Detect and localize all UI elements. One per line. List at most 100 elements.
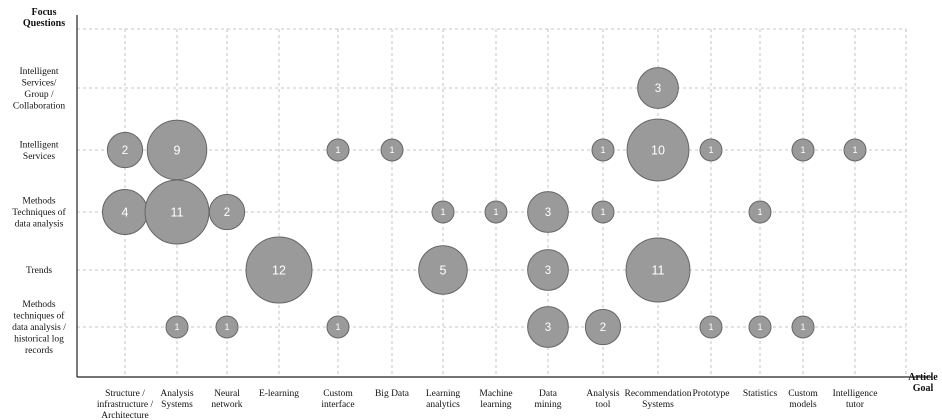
bubble-value-label: 1: [335, 145, 340, 155]
bubble-value-label: 1: [335, 322, 340, 332]
axes: [76, 15, 932, 378]
bubble-circle: [637, 67, 679, 109]
bubble: 2: [584, 308, 622, 346]
bubble-circle: [418, 245, 468, 295]
bubble-circle: [106, 131, 144, 169]
y-tick-label: Trends: [26, 266, 52, 276]
bubble-value-label: 4: [122, 206, 129, 220]
bubble-value-label: 1: [224, 322, 229, 332]
bubble-value-label: 1: [852, 145, 857, 155]
y-axis-title: Focus Questions: [23, 7, 65, 29]
x-tick-label: Intelligence tutor: [833, 389, 878, 410]
bubble: 3: [527, 306, 569, 348]
bubble: 1: [326, 138, 350, 162]
bubble-value-label: 1: [757, 322, 762, 332]
bubble-value-label: 1: [174, 322, 179, 332]
y-tick-label: Methods techniques of data analysis / histo…: [12, 300, 66, 356]
bubble: 11: [625, 237, 691, 303]
bubble: 1: [748, 315, 772, 339]
bubble-value-label: 11: [652, 264, 665, 278]
x-tick-labels: Structure / infrastructure / Architecture A…: [97, 389, 878, 420]
bubble: 1: [591, 200, 615, 224]
bubble-value-label: 1: [389, 145, 394, 155]
bubble: 9: [146, 119, 208, 181]
bubble: 4: [102, 189, 148, 235]
bubble-value-label: 1: [600, 145, 605, 155]
y-tick-label: Intelligent Services: [19, 140, 58, 162]
x-tick-label: Statistics: [743, 389, 778, 399]
bubble-circle: [748, 200, 772, 224]
bubble-value-label: 9: [174, 144, 181, 158]
x-tick-label: Analysis tool: [586, 389, 620, 410]
x-tick-label: Data mining: [535, 389, 562, 410]
bubble-value-label: 3: [545, 322, 551, 334]
x-tick-label: Custom interface: [321, 389, 354, 410]
bubble-value-label: 3: [545, 265, 551, 277]
bubble-circle: [791, 138, 815, 162]
bubble-value-label: 1: [440, 207, 445, 217]
bubble-circle: [208, 193, 246, 231]
bubble-value-label: 12: [272, 264, 286, 278]
bubble: 1: [215, 315, 239, 339]
bubble-circle: [527, 306, 569, 348]
bubbles: 32 9 1 1 1 10 1 1 14 11 2 1 1 3 1 112 5 3 111 1 1 3 2 1 1 1: [102, 67, 867, 348]
bubble: 1: [484, 200, 508, 224]
x-tick-label: Custom models: [788, 389, 818, 410]
bubble-circle: [591, 138, 615, 162]
bubble: 1: [791, 315, 815, 339]
bubble-value-label: 10: [651, 144, 665, 158]
bubble-circle: [484, 200, 508, 224]
x-tick-label: E-learning: [259, 389, 299, 399]
bubble-circle: [380, 138, 404, 162]
bubble-circle: [245, 236, 313, 304]
bubble: 1: [699, 138, 723, 162]
bubble-circle: [591, 200, 615, 224]
bubble: 11: [144, 179, 210, 245]
x-axis-title: Article Goal: [908, 372, 938, 394]
x-tick-label: Learning analytics: [426, 389, 461, 410]
bubble-circle: [791, 315, 815, 339]
bubble-value-label: 3: [655, 83, 661, 95]
bubble-value-label: 1: [800, 145, 805, 155]
bubble-value-label: 3: [545, 207, 551, 219]
bubble: 1: [431, 200, 455, 224]
x-tick-label: Machine learning: [479, 389, 512, 410]
bubble: 12: [245, 236, 313, 304]
bubble-circle: [215, 315, 239, 339]
x-tick-label: Structure / infrastructure / Architecture: [97, 389, 154, 420]
bubble-circle: [527, 191, 569, 233]
bubble: 10: [626, 118, 690, 182]
bubble-circle: [584, 308, 622, 346]
bubble-circle: [165, 315, 189, 339]
bubble-value-label: 1: [600, 207, 605, 217]
bubble: 1: [165, 315, 189, 339]
bubble: 1: [748, 200, 772, 224]
axis-titles: Focus Questions Article Goal: [23, 7, 938, 394]
bubble: 1: [843, 138, 867, 162]
bubble-circle: [625, 237, 691, 303]
bubble-value-label: 5: [440, 264, 447, 278]
x-tick-label: Recommendation Systems: [624, 389, 691, 410]
bubble-circle: [431, 200, 455, 224]
bubble: 2: [208, 193, 246, 231]
bubble-circle: [748, 315, 772, 339]
bubble-value-label: 2: [122, 145, 128, 157]
bubble: 1: [380, 138, 404, 162]
bubble-value-label: 1: [757, 207, 762, 217]
bubble-circle: [326, 138, 350, 162]
bubble: 3: [527, 249, 569, 291]
y-tick-label: Intelligent Services/Group / Collaboration: [13, 67, 65, 112]
bubble: 1: [326, 315, 350, 339]
x-tick-label: Big Data: [375, 389, 410, 399]
bubble: 5: [418, 245, 468, 295]
bubble-circle: [326, 315, 350, 339]
bubble: 1: [699, 315, 723, 339]
bubble-value-label: 2: [224, 207, 230, 219]
bubble-value-label: 1: [708, 322, 713, 332]
bubble: 1: [791, 138, 815, 162]
bubble: 2: [106, 131, 144, 169]
bubble-value-label: 11: [171, 206, 184, 220]
bubble-circle: [527, 249, 569, 291]
y-tick-labels: Intelligent Services/Group / Collaboration…: [12, 67, 66, 356]
